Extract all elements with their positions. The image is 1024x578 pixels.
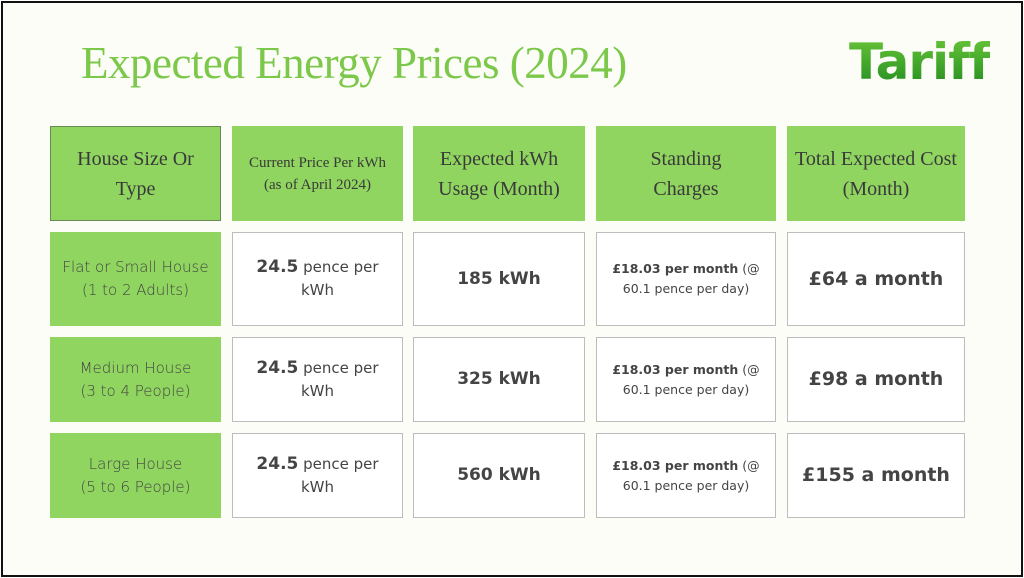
standing-amount: £18.03 per month — [612, 261, 739, 276]
standing-cell: £18.03 per month (@ 60.1 pence per day) — [596, 337, 776, 422]
standing-detail: (@ 60.1 pence per day) — [622, 457, 760, 493]
house-type: Medium House — [79, 358, 192, 377]
standing-amount: £18.03 per month — [612, 361, 739, 377]
standing-cell: £18.03 per month (@ 60.1 pence per day) — [596, 232, 776, 326]
table-row-label: Medium House (3 to 4 People) — [50, 337, 221, 422]
usage-cell: 560 kWh — [413, 433, 585, 518]
price-value: 24.5 — [256, 357, 299, 378]
header-expected-usage: Expected kWh Usage (Month) — [413, 126, 585, 221]
total-cost-cell: £155 a month — [787, 433, 965, 518]
price-cell: 24.5 pence per kWh — [232, 337, 403, 422]
header-house-size: House Size Or Type — [50, 126, 221, 221]
tariff-logo: Tariff — [849, 33, 991, 91]
house-people: (3 to 4 People) — [80, 381, 191, 400]
total-cost-cell: £98 a month — [787, 337, 965, 422]
house-type: Flat or Small House — [62, 258, 209, 276]
price-unit: pence per kWh — [300, 258, 379, 299]
header-total-cost: Total Expected Cost (Month) — [787, 126, 965, 221]
price-cell: 24.5 pence per kWh — [232, 433, 403, 518]
header-standing-charges: Standing Charges — [596, 126, 776, 221]
house-type: Large House — [88, 454, 183, 473]
usage-cell: 185 kWh — [413, 232, 585, 326]
standing-cell: £18.03 per month (@ 60.1 pence per day) — [596, 433, 776, 518]
page-title: Expected Energy Prices (2024) — [81, 38, 627, 88]
standing-detail: (@ 60.1 pence per day) — [622, 361, 760, 397]
price-unit: pence per kWh — [300, 454, 379, 496]
price-value: 24.5 — [256, 453, 299, 474]
price-unit: pence per kWh — [300, 358, 379, 400]
standing-detail: (@ 60.1 pence per day) — [622, 261, 760, 296]
house-people: (5 to 6 People) — [80, 477, 191, 496]
table-row-label: Large House (5 to 6 People) — [50, 433, 221, 518]
usage-cell: 325 kWh — [413, 337, 585, 422]
standing-amount: £18.03 per month — [612, 457, 739, 473]
header-current-price: Current Price Per kWh (as of April 2024) — [232, 126, 403, 221]
price-cell: 24.5 pence per kWh — [232, 232, 403, 326]
total-cost-cell: £64 a month — [787, 232, 965, 326]
price-value: 24.5 — [256, 257, 299, 277]
house-people: (1 to 2 Adults) — [81, 281, 190, 299]
table-row-label: Flat or Small House (1 to 2 Adults) — [50, 232, 221, 326]
